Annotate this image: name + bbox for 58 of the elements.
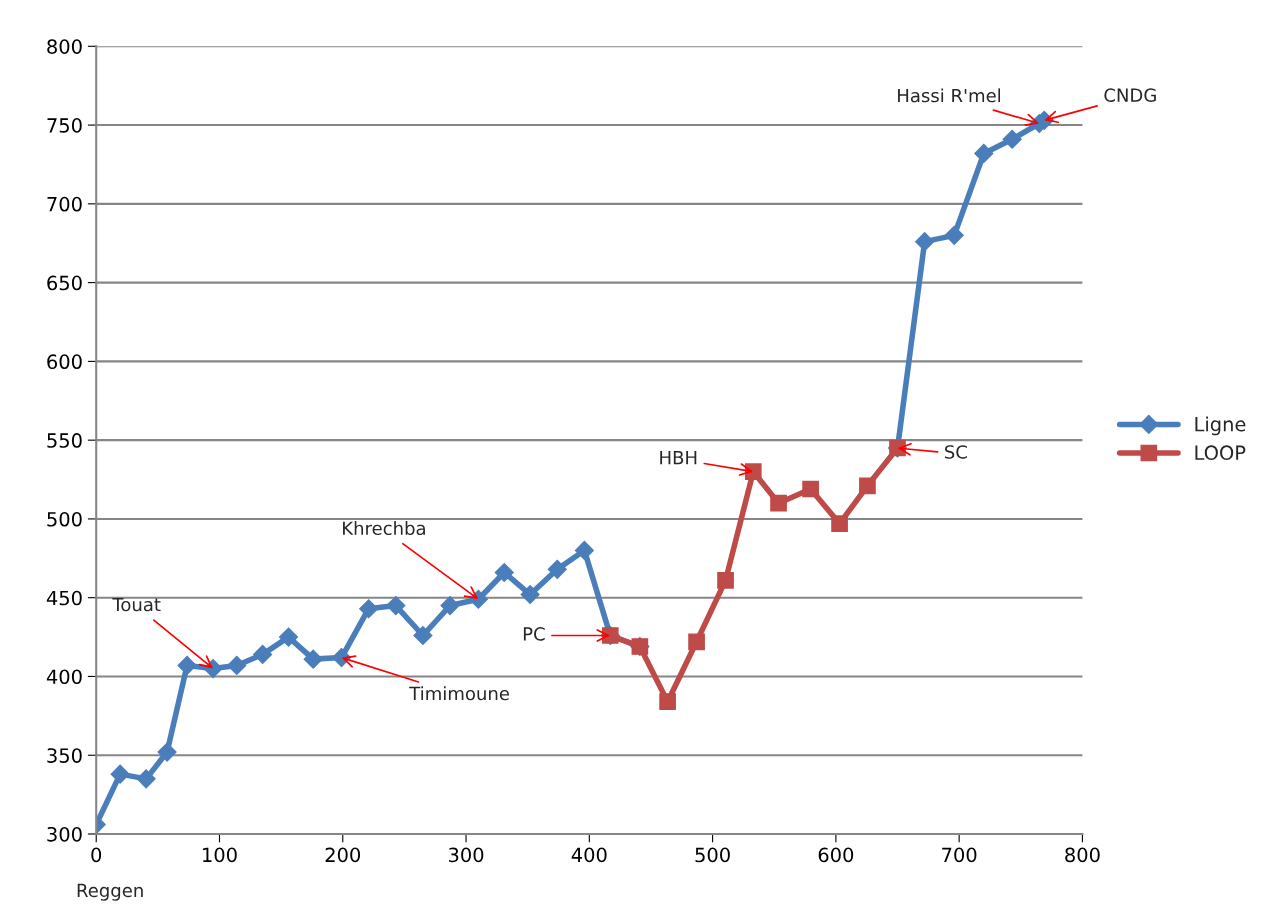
x-tick-label: 400 <box>571 847 607 863</box>
point <box>386 596 406 616</box>
x-tick-label: 700 <box>942 847 977 863</box>
point <box>494 562 514 583</box>
annotation: Khrechba <box>343 521 425 536</box>
text: Reggen <box>77 883 143 901</box>
point <box>831 515 848 532</box>
point <box>915 232 935 252</box>
x-tick-label: 300 <box>448 847 484 863</box>
annotation: Hassi R'mel <box>898 88 1001 103</box>
y-tick-label: 300 <box>47 826 82 842</box>
annotation: PC <box>523 627 545 641</box>
point <box>136 769 156 789</box>
point <box>770 494 787 512</box>
y-tick-label: 700 <box>47 196 82 212</box>
y-tick-label: 400 <box>46 669 82 685</box>
y-tick-label: 600 <box>47 354 82 370</box>
annotation: CNDG <box>1104 88 1156 102</box>
x-tick-label: 200 <box>325 847 361 863</box>
point <box>974 143 994 163</box>
y-tick-label: 350 <box>47 748 82 763</box>
point <box>520 585 540 605</box>
point <box>303 649 323 669</box>
legend-label: Ligne <box>1195 416 1246 436</box>
point <box>177 655 197 675</box>
point <box>717 572 734 589</box>
point <box>227 655 247 675</box>
point <box>157 742 177 762</box>
x-tick-label: 0 <box>91 847 102 863</box>
annotation: HBH <box>660 450 697 465</box>
legend-label: LOOP <box>1195 445 1246 461</box>
x-tick-label: 800 <box>1065 847 1100 863</box>
point <box>944 225 964 245</box>
y-tick-label: 800 <box>47 39 82 54</box>
annotation: Touat <box>112 597 161 612</box>
point <box>688 633 705 651</box>
point <box>1002 129 1022 149</box>
annotation: Timimoune <box>409 686 509 701</box>
point <box>802 480 819 498</box>
point <box>278 627 299 647</box>
x-tick-label: 100 <box>203 847 237 863</box>
point <box>253 644 273 664</box>
point <box>574 540 594 560</box>
y-tick-label: 650 <box>47 275 82 291</box>
point <box>547 559 567 579</box>
x-tick-label: 500 <box>695 847 730 863</box>
y-tick-label: 450 <box>46 590 82 606</box>
point <box>440 596 460 616</box>
y-tick-label: 750 <box>47 118 82 133</box>
y-tick-label: 500 <box>47 511 82 527</box>
point <box>110 764 130 784</box>
y-tick-label: 550 <box>47 433 82 448</box>
point <box>859 477 876 495</box>
point <box>659 693 676 711</box>
point <box>359 599 379 619</box>
point <box>413 625 433 646</box>
annotation: SC <box>945 445 967 459</box>
x-tick-label: 600 <box>818 847 854 863</box>
